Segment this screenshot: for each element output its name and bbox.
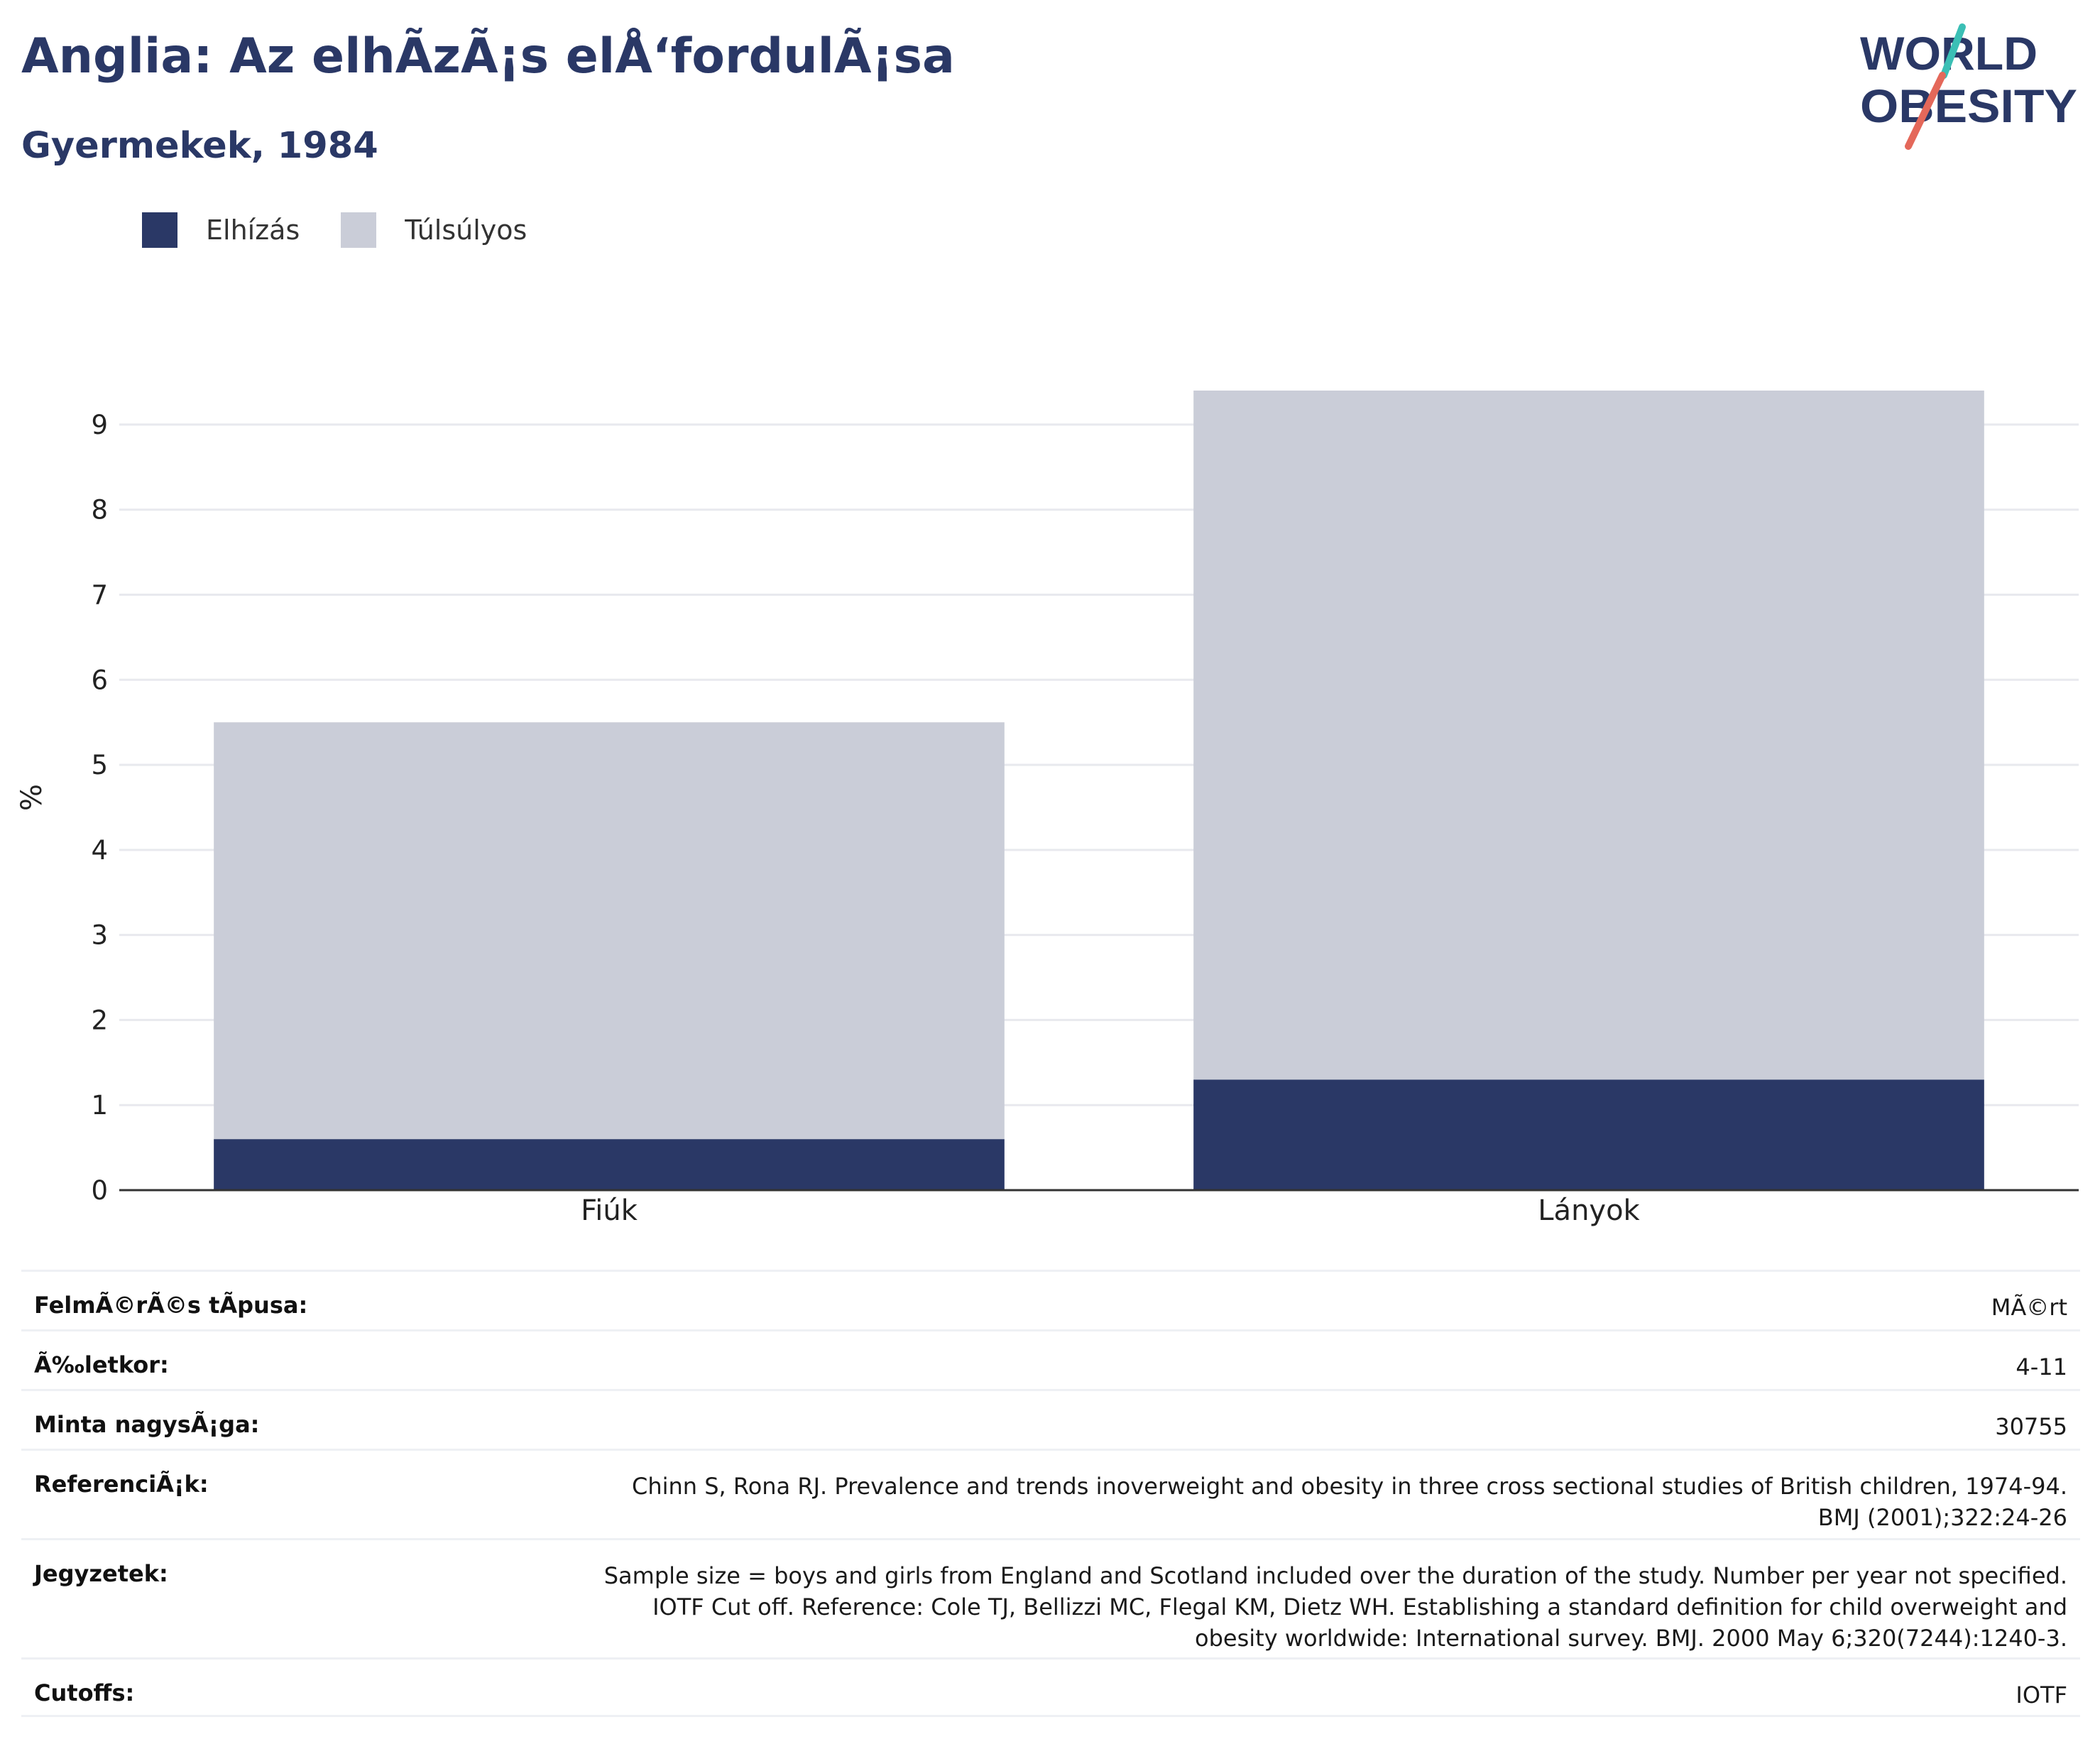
info-value: Sample size = boys and girls from Englan…: [603, 1562, 2067, 1652]
info-value: IOTF: [2016, 1682, 2067, 1709]
legend-swatch-overweight: [341, 212, 377, 248]
info-value: Chinn S, Rona RJ. Prevalence and trends …: [631, 1473, 2067, 1531]
info-row: Ã‰letkor: 4-11: [21, 1329, 2080, 1389]
legend-label-obesity: Elhízás: [206, 214, 300, 246]
info-label: Jegyzetek:: [34, 1560, 168, 1587]
info-row: FelmÃ©rÃ©s tÃpusa: MÃ©rt: [21, 1270, 2080, 1329]
legend-swatch-obesity: [142, 212, 177, 248]
y-tick-label: 6: [91, 665, 108, 695]
info-value: 30755: [1995, 1413, 2067, 1440]
logo-slash-teal: [1940, 23, 1966, 79]
info-label: Ã‰letkor:: [34, 1351, 169, 1378]
chart-subtitle: Gyermekek, 1984: [21, 125, 378, 167]
y-tick-label: 8: [91, 495, 108, 525]
y-tick-label: 3: [91, 920, 108, 951]
info-row: Cutoffs: IOTF: [21, 1657, 2080, 1717]
info-row: Jegyzetek: Sample size = boys and girls f…: [21, 1538, 2080, 1657]
y-tick-label: 7: [91, 579, 108, 610]
logo-slash-coral: [1905, 72, 1946, 150]
study-info-table: FelmÃ©rÃ©s tÃpusa: MÃ©rt Ã‰letkor: 4-11 Mint…: [21, 1270, 2080, 1717]
y-axis-title: %: [16, 784, 48, 811]
y-tick-label: 9: [91, 410, 108, 440]
bar-overweight-1: [1193, 391, 1984, 1080]
stacked-bar-chart: 0 1 2 3 4 5 6 7 8 9% Fiúk Lányok: [16, 391, 2079, 1227]
y-tick-label: 2: [91, 1005, 108, 1035]
info-label: ReferenciÃ¡k:: [34, 1471, 209, 1498]
info-label: Cutoffs:: [34, 1679, 135, 1706]
info-value: MÃ©rt: [1991, 1294, 2067, 1321]
x-tick-label: Lányok: [1538, 1194, 1640, 1227]
info-label: Minta nagysÃ¡ga:: [34, 1411, 260, 1438]
info-row: ReferenciÃ¡k: Chinn S, Rona RJ. Prevalenc…: [21, 1449, 2080, 1538]
y-tick-label: 0: [91, 1175, 108, 1206]
info-label: FelmÃ©rÃ©s tÃpusa:: [34, 1292, 308, 1319]
bar-obesity-1: [1193, 1079, 1984, 1190]
legend-label-overweight: Túlsúlyos: [405, 214, 527, 246]
legend: Elhízás Túlsúlyos: [142, 210, 568, 250]
logo-text-obesity: OBESITY: [1860, 80, 2077, 132]
info-row: Minta nagysÃ¡ga: 30755: [21, 1389, 2080, 1449]
info-value: 4-11: [2016, 1353, 2067, 1380]
chart-title: Anglia: Az elhÃzÃ¡s elÅ‘fordulÃ¡sa: [21, 28, 955, 85]
legend-item-overweight[interactable]: Túlsúlyos: [341, 212, 527, 248]
legend-item-obesity[interactable]: Elhízás: [142, 212, 300, 248]
y-tick-label: 1: [91, 1090, 108, 1121]
bar-overweight-0: [214, 722, 1005, 1140]
x-tick-label: Fiúk: [581, 1194, 638, 1227]
world-obesity-logo: WORLD OBESITY: [1860, 23, 2077, 150]
y-tick-label: 4: [91, 835, 108, 866]
y-tick-label: 5: [91, 750, 108, 780]
bar-obesity-0: [214, 1139, 1005, 1190]
